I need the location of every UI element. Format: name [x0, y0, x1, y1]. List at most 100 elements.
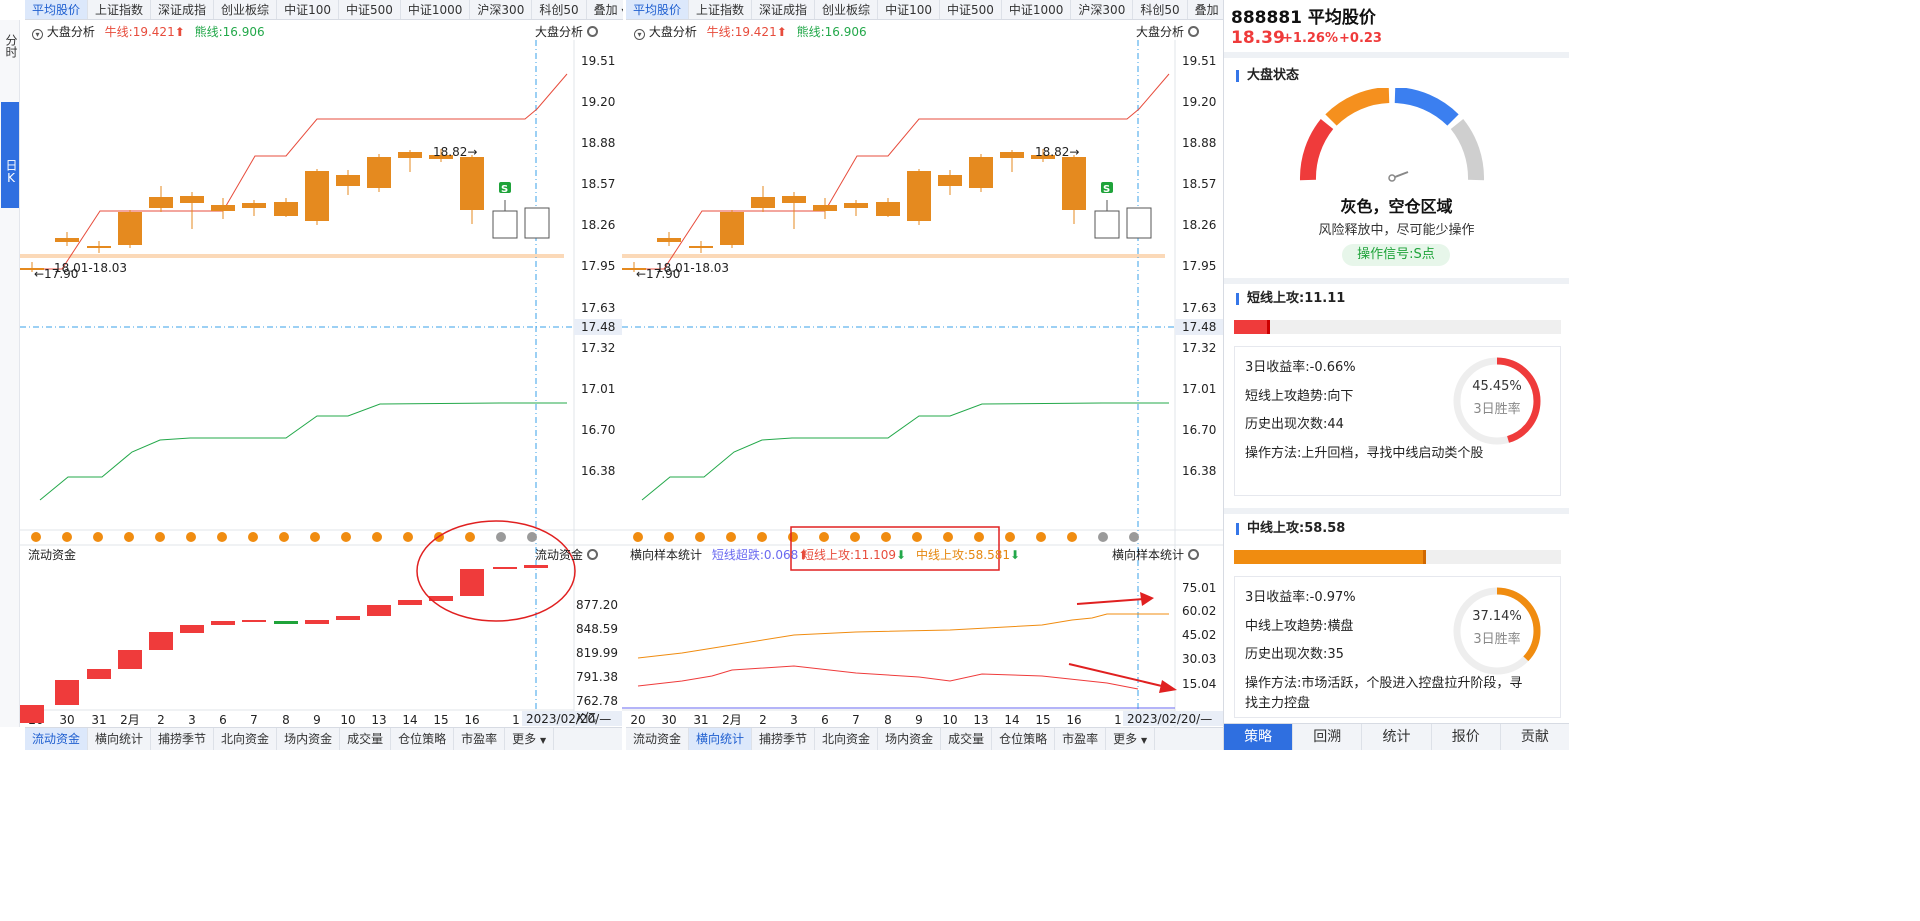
y-tick: 17.48 [581, 320, 615, 334]
tab-shangzheng-r[interactable]: 上证指数 [689, 0, 753, 19]
tab-pingjun-r[interactable]: 平均股价 [626, 0, 690, 19]
candle-body [460, 157, 484, 210]
xiong-line [39, 402, 567, 501]
x-tick: 2 [157, 713, 165, 727]
candle-body [938, 175, 962, 186]
gear-icon[interactable] [587, 549, 598, 560]
tab-liudong[interactable]: 流动资金 [25, 728, 89, 750]
tab-shiying[interactable]: 市盈率 [454, 728, 506, 750]
s-badge-icon [499, 182, 511, 193]
signal-dot [695, 532, 705, 542]
tab-cangwei-r[interactable]: 仓位策略 [992, 728, 1056, 750]
y-tick: 16.38 [581, 464, 615, 478]
support-band [20, 254, 564, 258]
y-tick: 18.26 [1182, 218, 1216, 232]
zx-rate: -0.97% [1309, 590, 1356, 605]
footer-tab-gongxian[interactable]: 贡献 [1520, 729, 1549, 745]
tab-shiying-r[interactable]: 市盈率 [1055, 728, 1107, 750]
app-window: 平均股价 上证指数 深证成指 创业板综 中证100 中证500 中证1000 沪… [0, 0, 1569, 750]
expand-icon[interactable]: ▾ [634, 29, 645, 40]
dx-count-row: 历史出现次数:44 [1245, 416, 1344, 434]
tab-bulao[interactable]: 捕捞季节 [151, 728, 215, 750]
sub-right-title: 横向样本统计 [1111, 548, 1184, 562]
tab-zz100-r[interactable]: 中证100 [878, 0, 940, 19]
candle-body [689, 246, 713, 248]
rik-button[interactable]: 日K [1, 102, 19, 208]
left-chart-svg[interactable]: S 18.82→ 18.01-18.03←17.90 19.51 19.20 18.88 1… [20, 20, 622, 727]
indicator-tabs-right: 流动资金 横向统计 捕捞季节 北向资金 场内资金 成交量 仓位策略 市盈率 更多… [626, 727, 1223, 750]
tab-kc50-r[interactable]: 科创50 [1133, 0, 1188, 19]
footer-tab-tongji[interactable]: 统计 [1362, 724, 1432, 750]
niu-line [40, 73, 568, 270]
tab-hs300[interactable]: 沪深300 [470, 0, 533, 19]
fenshi-button[interactable]: 分时 [4, 34, 18, 58]
dropdown-icon: ▼ [539, 736, 547, 745]
tab-chuangye-r[interactable]: 创业板综 [815, 0, 879, 19]
s-badge-label: S [1103, 184, 1110, 195]
signal-dot [310, 532, 320, 542]
tab-pingjun[interactable]: 平均股价 [25, 0, 89, 19]
signal-dot [1098, 532, 1108, 542]
candle-body [876, 202, 900, 216]
tab-bulao-r[interactable]: 捕捞季节 [752, 728, 816, 750]
tab-more-r[interactable]: 更多 ▼ [1106, 728, 1156, 750]
tab-zz500-r[interactable]: 中证500 [940, 0, 1002, 19]
tab-liudong-r[interactable]: 流动资金 [626, 728, 690, 750]
fund-bar [211, 621, 235, 625]
tab-shenzheng-r[interactable]: 深证成指 [752, 0, 816, 19]
gear-icon[interactable] [1188, 549, 1199, 560]
tab-zz1000-r[interactable]: 中证1000 [1002, 0, 1072, 19]
tab-zz1000[interactable]: 中证1000 [401, 0, 471, 19]
tab-hengxiang-r[interactable]: 横向统计 [689, 728, 753, 750]
annot-range: 18.01-18.03 [54, 261, 127, 275]
right-chart-svg[interactable]: S 18.82→ 18.01-18.03←17.90 19.51 19.20 18.88 1… [622, 20, 1223, 727]
footer-tab-baojia[interactable]: 报价 [1432, 724, 1501, 750]
tab-more[interactable]: 更多 ▼ [505, 728, 555, 750]
tab-chuangye[interactable]: 创业板综 [214, 0, 278, 19]
tab-beixiang[interactable]: 北向资金 [214, 728, 278, 750]
support-band [622, 254, 1165, 258]
gear-icon[interactable] [587, 26, 598, 37]
footer-tab-huisu[interactable]: 回溯 [1293, 724, 1363, 750]
candle-hollow [1094, 210, 1120, 239]
tab-hs300-r[interactable]: 沪深300 [1071, 0, 1134, 19]
dapan-title: 大盘状态 [1236, 69, 1299, 82]
candle-body [305, 171, 329, 221]
shanggong-labels: 短线上攻:11.109⬇ 中线上攻:58.581⬇ [802, 547, 1020, 563]
tab-shangzheng[interactable]: 上证指数 [88, 0, 152, 19]
tab-zz500[interactable]: 中证500 [339, 0, 401, 19]
tab-chengjiao[interactable]: 成交量 [340, 728, 392, 750]
duanxian-bar-fill [1234, 320, 1270, 334]
annot-range: 18.01-18.03 [656, 261, 729, 275]
tab-overlay[interactable]: 叠加 ▼ [587, 0, 623, 19]
index-tabs-right: 平均股价 上证指数 深证成指 创业板综 中证100 中证500 中证1000 沪… [626, 0, 1223, 20]
tab-chengjiao-r[interactable]: 成交量 [941, 728, 993, 750]
tab-changnei-r[interactable]: 场内资金 [878, 728, 942, 750]
footer-tab-celue[interactable]: 策略 [1224, 724, 1294, 750]
signal-dot [217, 532, 227, 542]
signal-dot [819, 532, 829, 542]
tab-shenzheng[interactable]: 深证成指 [151, 0, 215, 19]
signal-dot [1036, 532, 1046, 542]
sub-y-tick: 75.01 [1182, 581, 1216, 595]
gauge-seg-blue [1394, 88, 1459, 126]
signal-dot [341, 532, 351, 542]
tab-hengxiang[interactable]: 横向统计 [88, 728, 152, 750]
tab-kc50[interactable]: 科创50 [532, 0, 587, 19]
zx-method-l2: 找主力控盘 [1245, 696, 1311, 711]
ring-fill [1453, 357, 1541, 445]
expand-icon[interactable]: ▾ [32, 29, 43, 40]
candle-body [720, 212, 744, 245]
y-tick: 17.01 [581, 382, 615, 396]
tab-zz100[interactable]: 中证100 [277, 0, 339, 19]
dx-rate: -0.66% [1309, 360, 1356, 375]
tab-changnei[interactable]: 场内资金 [277, 728, 341, 750]
arrow-down-icon: ⬇ [1009, 548, 1021, 562]
more-label: 更多 [512, 732, 537, 746]
gear-icon[interactable] [1188, 26, 1199, 37]
tab-overlay-r[interactable]: 叠加 [1188, 0, 1223, 19]
candle-body [657, 238, 681, 242]
tab-cangwei[interactable]: 仓位策略 [391, 728, 455, 750]
main-right-title: 大盘分析 [1135, 25, 1184, 39]
tab-beixiang-r[interactable]: 北向资金 [815, 728, 879, 750]
